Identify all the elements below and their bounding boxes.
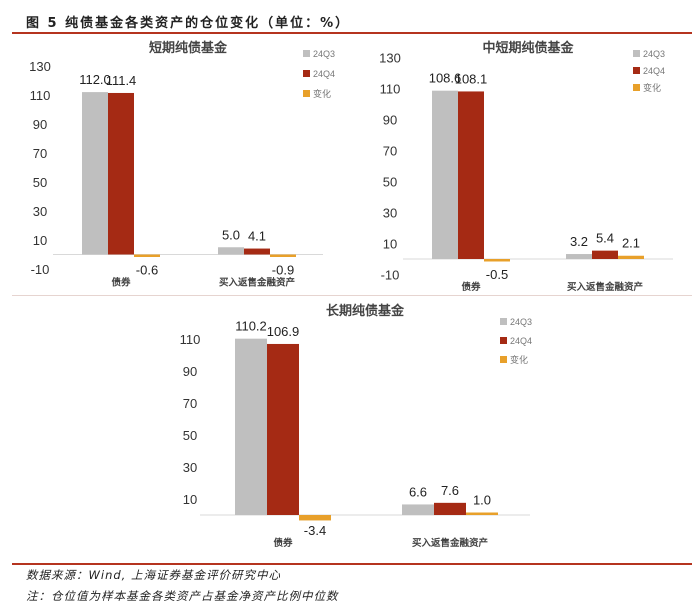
y-tick-label: 90 — [383, 113, 397, 128]
bar-变化 — [618, 255, 644, 259]
y-tick-label: -10 — [381, 268, 400, 283]
bar-24Q4 — [458, 91, 484, 259]
data-label: -0.6 — [136, 263, 158, 278]
y-tick-label: 50 — [383, 175, 397, 190]
data-label: 111.4 — [106, 73, 137, 88]
y-tick-label: 10 — [33, 233, 47, 248]
data-label: 2.1 — [622, 236, 640, 251]
data-label: -0.9 — [272, 263, 294, 278]
legend-label: 24Q3 — [643, 49, 665, 59]
data-label: 110.2 — [235, 319, 267, 334]
legend-label: 24Q4 — [643, 66, 665, 76]
bar-24Q4 — [267, 343, 299, 515]
data-label: 108.6 — [429, 71, 462, 86]
chart-title: 中短期纯债基金 — [482, 40, 574, 55]
legend-swatch-变化 — [633, 84, 640, 91]
y-tick-label: 110 — [180, 332, 201, 347]
y-tick-label: 90 — [183, 364, 197, 379]
data-label: 5.0 — [222, 227, 240, 242]
bar-24Q3 — [82, 92, 108, 255]
legend-label: 24Q4 — [510, 336, 532, 346]
legend-swatch-24Q3 — [500, 318, 507, 325]
bottom-rule — [12, 563, 692, 565]
x-category-label: 买入返售金融资产 — [412, 537, 489, 549]
figure-title: 图 5 纯债基金各类资产的仓位变化（单位：%） — [26, 16, 351, 31]
data-label: 108.1 — [455, 71, 488, 86]
data-label: 6.6 — [409, 484, 427, 499]
legend-swatch-24Q3 — [303, 50, 310, 57]
y-tick-label: 30 — [383, 206, 397, 221]
x-category-label: 债券 — [273, 537, 293, 549]
bar-24Q3 — [235, 338, 267, 515]
chart-title: 长期纯债基金 — [326, 303, 405, 318]
bar-24Q3 — [566, 254, 592, 259]
y-tick-label: 90 — [33, 117, 47, 132]
y-tick-label: 30 — [33, 204, 47, 219]
bar-变化 — [134, 254, 160, 257]
bar-24Q3 — [432, 90, 458, 259]
data-label: -3.4 — [304, 523, 326, 538]
legend-swatch-24Q4 — [633, 67, 640, 74]
y-tick-label: 130 — [379, 51, 401, 66]
y-tick-label: 10 — [383, 237, 397, 252]
bar-变化 — [484, 259, 510, 262]
y-tick-label: 130 — [29, 59, 51, 74]
x-category-label: 买入返售金融资产 — [219, 277, 296, 289]
legend-label: 变化 — [510, 354, 528, 365]
y-tick-label: 70 — [383, 144, 397, 159]
bar-24Q3 — [218, 247, 244, 255]
legend-label: 24Q3 — [510, 317, 532, 327]
bar-变化 — [270, 254, 296, 257]
y-tick-label: 110 — [380, 82, 401, 97]
y-tick-label: 50 — [33, 175, 47, 190]
y-tick-label: 10 — [183, 492, 197, 507]
legend-label: 24Q3 — [313, 49, 335, 59]
y-tick-label: 30 — [183, 460, 197, 475]
data-label: 3.2 — [570, 234, 588, 249]
legend-label: 变化 — [643, 82, 661, 93]
data-label: -0.5 — [486, 267, 508, 282]
data-label: 5.4 — [596, 231, 614, 246]
y-tick-label: 50 — [183, 428, 197, 443]
data-label: 7.6 — [441, 483, 459, 498]
legend-swatch-24Q4 — [303, 70, 310, 77]
bar-24Q4 — [592, 250, 618, 259]
bar-变化 — [466, 512, 498, 515]
data-label: 112.0 — [79, 72, 111, 87]
y-tick-label: 70 — [183, 396, 197, 411]
legend-label: 变化 — [313, 88, 331, 99]
chart-title: 短期纯债基金 — [149, 40, 228, 55]
bar-24Q4 — [108, 92, 134, 255]
x-category-label: 买入返售金融资产 — [567, 281, 644, 293]
data-label: 106.9 — [267, 324, 300, 339]
bar-24Q4 — [434, 502, 466, 515]
y-tick-label: -10 — [31, 262, 50, 277]
x-category-label: 债券 — [111, 277, 131, 289]
footnote: 注：仓位值为样本基金各类资产占基金净资产比例中位数 — [26, 589, 339, 603]
legend-swatch-24Q4 — [500, 337, 507, 344]
y-tick-label: 70 — [33, 146, 47, 161]
legend-swatch-变化 — [500, 356, 507, 363]
data-label: 1.0 — [473, 493, 491, 508]
bar-变化 — [299, 515, 331, 521]
x-category-label: 债券 — [461, 281, 481, 293]
y-tick-label: 110 — [30, 88, 51, 103]
legend-label: 24Q4 — [313, 69, 335, 79]
bar-24Q3 — [402, 504, 434, 515]
top-rule — [12, 32, 692, 34]
legend-swatch-24Q3 — [633, 50, 640, 57]
data-label: 4.1 — [248, 229, 266, 244]
mid-divider — [12, 295, 692, 296]
source-note: 数据来源：Wind, 上海证券基金评价研究中心 — [26, 568, 281, 582]
legend-swatch-变化 — [303, 90, 310, 97]
bar-24Q4 — [244, 248, 270, 255]
